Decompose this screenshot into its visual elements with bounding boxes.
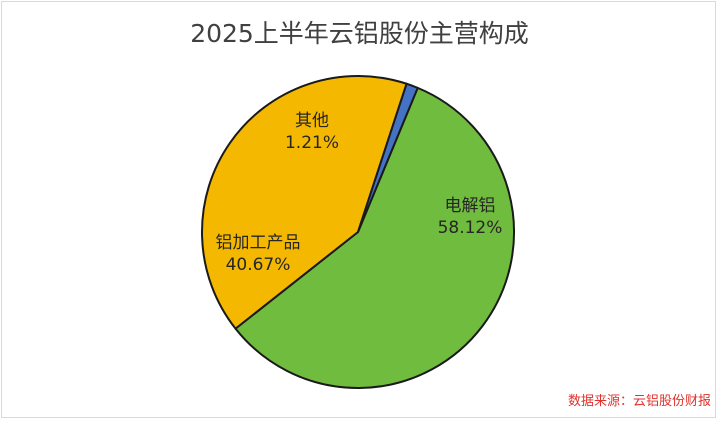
pie-slice-aluminum-products: [201, 75, 408, 330]
slice-name-electrolytic-aluminum: 电解铝: [445, 196, 496, 216]
chart-title: 2025上半年云铝股份主营构成: [190, 19, 529, 48]
slice-value-aluminum-products: 40.67%: [226, 255, 291, 275]
pie-slice-other: [357, 82, 419, 233]
slice-value-electrolytic-aluminum: 58.12%: [438, 218, 503, 238]
slice-name-aluminum-products: 铝加工产品: [216, 233, 301, 253]
pie-slice-electrolytic-aluminum: [234, 86, 515, 389]
slice-value-other: 1.21%: [285, 133, 339, 153]
pie-slices: [201, 75, 515, 389]
data-source-note: 数据来源：云铝股份财报: [567, 394, 711, 409]
slice-name-other: 其他: [295, 111, 329, 131]
